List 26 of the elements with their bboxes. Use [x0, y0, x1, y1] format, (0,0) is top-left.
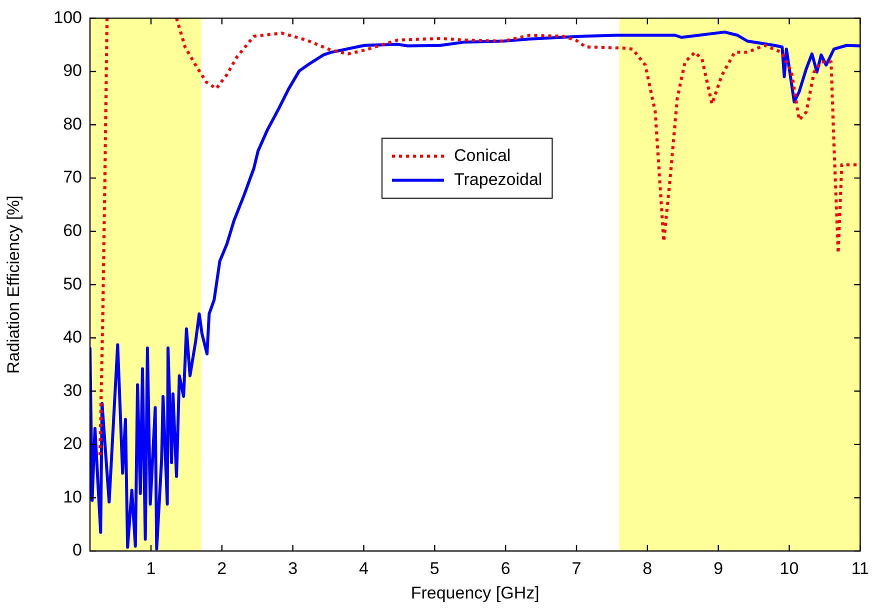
x-axis-title: Frequency [GHz]: [410, 583, 540, 602]
y-tick-label: 40: [63, 328, 82, 347]
y-axis-title: Radiation Efficiency [%]: [4, 195, 23, 374]
x-tick-label: 2: [217, 558, 227, 578]
legend-label: Conical: [454, 146, 511, 165]
y-tick-label: 60: [63, 221, 82, 240]
y-tick-label: 10: [63, 487, 82, 506]
x-tick-label: 7: [572, 558, 582, 578]
y-tick-label: 70: [63, 168, 82, 187]
y-tick-label: 30: [63, 380, 82, 400]
x-tick-label: 10: [780, 558, 799, 578]
y-tick-label: 90: [63, 61, 82, 80]
x-tick-label: 1: [146, 558, 156, 578]
x-tick-label: 3: [288, 558, 298, 578]
y-tick-label: 0: [72, 540, 82, 560]
x-tick-label: 6: [500, 558, 510, 578]
y-tick-label: 50: [63, 274, 82, 294]
y-tick-label: 100: [54, 8, 82, 27]
legend-label: Trapezoidal: [454, 170, 542, 189]
x-tick-label: 8: [642, 558, 652, 578]
y-tick-label: 80: [63, 114, 82, 134]
x-tick-label: 11: [851, 558, 870, 578]
x-tick-label: 5: [430, 558, 440, 578]
x-tick-label: 4: [359, 558, 368, 578]
y-tick-label: 20: [63, 434, 82, 454]
x-tick-label: 9: [714, 558, 724, 578]
